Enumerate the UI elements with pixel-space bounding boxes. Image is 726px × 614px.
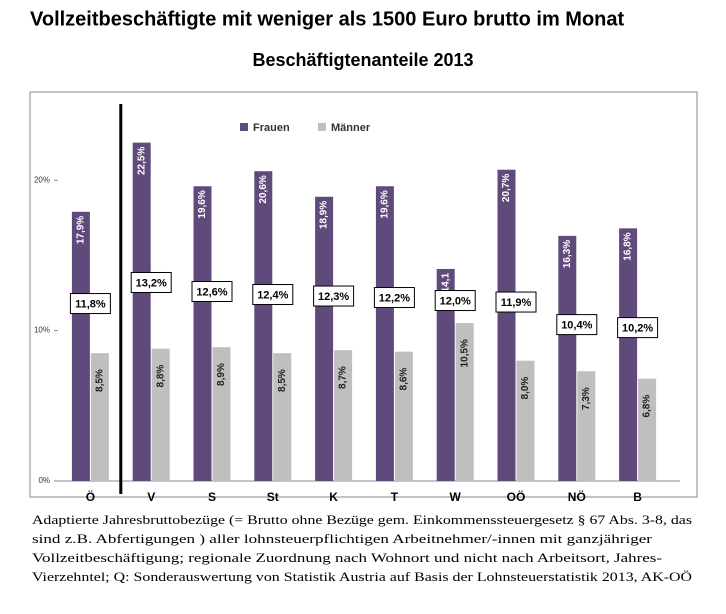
bar — [497, 169, 516, 481]
legend-swatch — [240, 123, 248, 131]
footnote: Vierzehntel; Q: Sonderauswertung von Sta… — [32, 569, 692, 584]
value-label: 22,5% — [136, 147, 147, 175]
total-label: 13,2% — [136, 277, 167, 289]
total-box — [495, 291, 537, 313]
bar — [254, 171, 273, 481]
value-label: 8,5% — [277, 369, 288, 392]
bar — [394, 351, 413, 481]
bar — [577, 371, 596, 481]
value-label: 8,8% — [155, 365, 166, 388]
value-label: 7,3% — [581, 387, 592, 410]
value-label: 8,5% — [95, 369, 106, 392]
value-label: 10,5% — [459, 339, 470, 367]
x-tick-label: Ö — [86, 489, 95, 504]
bar — [558, 235, 577, 481]
footnote: sind z.B. Abfertigungen ) aller lohnsteu… — [32, 531, 653, 546]
total-box — [313, 285, 355, 307]
legend-label: Frauen — [253, 122, 290, 134]
total-box — [617, 317, 659, 339]
bar — [71, 211, 90, 482]
bar — [619, 228, 638, 481]
bar — [455, 323, 474, 481]
bar — [375, 186, 394, 481]
total-box — [556, 314, 598, 336]
chart-subtitle: Beschäftigtenanteile 2013 — [252, 50, 473, 70]
value-label: 19,6% — [380, 190, 391, 218]
bar — [132, 142, 151, 481]
value-label: 16,3% — [562, 240, 573, 268]
bar — [315, 196, 334, 481]
bar — [273, 353, 292, 481]
total-label: 12,4% — [257, 289, 288, 301]
bar — [516, 360, 535, 481]
y-tick-label: 0% — [38, 476, 50, 485]
value-label: 8,9% — [216, 363, 227, 386]
total-label: 12,3% — [318, 291, 349, 303]
total-box — [373, 287, 415, 309]
bar — [436, 268, 455, 481]
total-label: 12,0% — [440, 295, 471, 307]
plot-frame — [29, 91, 698, 498]
total-box — [130, 271, 172, 293]
x-tick-label: S — [208, 490, 216, 504]
total-box — [434, 290, 476, 312]
bar — [193, 186, 212, 481]
value-label: 14,1 — [440, 273, 451, 293]
x-tick-label: W — [450, 490, 462, 504]
bar — [90, 353, 109, 481]
value-label: 20,7% — [501, 174, 512, 202]
x-tick-label: B — [633, 490, 642, 504]
y-tick-label: 20% — [34, 175, 50, 184]
bar — [638, 378, 657, 481]
total-label: 12,6% — [196, 286, 227, 298]
value-label: 16,8% — [623, 232, 634, 260]
value-label: 18,9% — [319, 201, 330, 229]
total-label: 10,2% — [622, 323, 653, 335]
x-tick-label: V — [147, 490, 155, 504]
legend-swatch — [318, 123, 326, 131]
total-box — [69, 293, 111, 315]
total-box — [252, 284, 294, 306]
x-tick-label: K — [329, 490, 338, 504]
bar — [212, 347, 231, 481]
total-label: 11,8% — [75, 298, 106, 310]
value-label: 8,0% — [520, 377, 531, 400]
value-label: 6,8% — [642, 395, 653, 418]
x-tick-label: NÖ — [568, 489, 586, 504]
chart-title: Vollzeitbeschäftigte mit weniger als 150… — [30, 8, 625, 30]
footnote: Vollzeitbeschäftigung; regionale Zuordnu… — [32, 550, 662, 565]
x-tick-label: St — [267, 490, 279, 504]
value-label: 8,7% — [338, 366, 349, 389]
footnote: Adaptierte Jahresbruttobezüge (= Brutto … — [32, 512, 692, 527]
bar — [151, 348, 170, 481]
total-label: 10,4% — [561, 320, 592, 332]
value-label: 19,6% — [197, 190, 208, 218]
value-label: 20,6% — [258, 175, 269, 203]
total-label: 12,2% — [379, 292, 410, 304]
total-box — [191, 281, 233, 303]
value-label: 17,9% — [76, 216, 87, 244]
total-label: 11,9% — [501, 297, 532, 309]
legend-label: Männer — [331, 122, 371, 134]
bar — [334, 350, 353, 481]
x-tick-label: OÖ — [507, 489, 526, 504]
value-label: 8,6% — [399, 368, 410, 391]
y-tick-label: 10% — [34, 326, 50, 335]
x-tick-label: T — [391, 490, 399, 504]
